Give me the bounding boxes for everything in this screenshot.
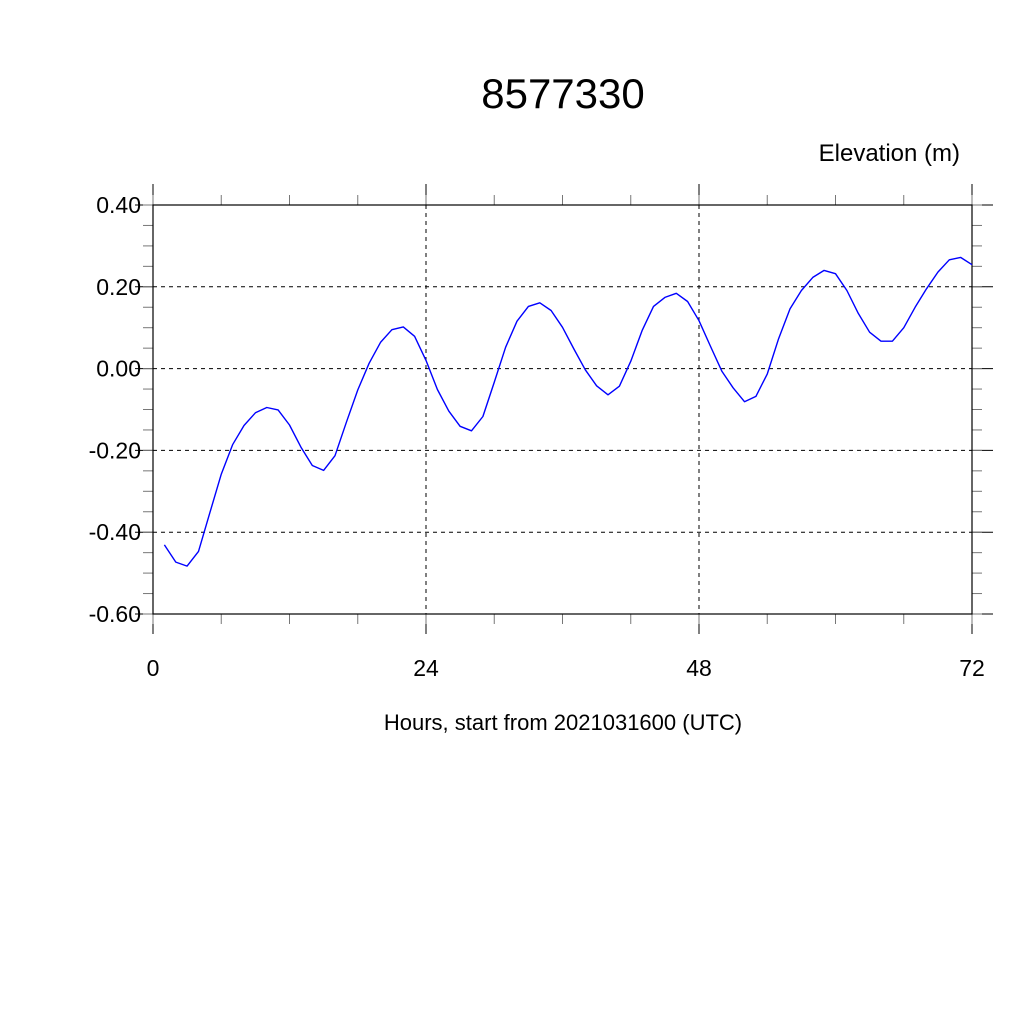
y-tick-labels: -0.60 -0.40 -0.20 0.00 0.20 0.40: [89, 192, 141, 627]
x-axis-label: Hours, start from 2021031600 (UTC): [384, 710, 742, 735]
x-tick-label: 48: [686, 655, 712, 681]
y-tick-label: 0.00: [96, 356, 141, 382]
x-tick-label: 24: [413, 655, 439, 681]
y-axis-label: Elevation (m): [819, 140, 960, 167]
series-group: [164, 257, 972, 566]
x-tick-label: 72: [959, 655, 985, 681]
x-tick-labels: 0 24 48 72: [147, 655, 985, 681]
y-tick-label: 0.20: [96, 274, 141, 300]
chart-title: 8577330: [481, 70, 645, 117]
elevation-series-line: [164, 257, 972, 566]
y-tick-label: -0.60: [89, 601, 141, 627]
y-tick-label: -0.20: [89, 437, 141, 463]
x-tick-label: 0: [147, 655, 160, 681]
y-tick-label: 0.40: [96, 192, 141, 218]
y-tick-label: -0.40: [89, 519, 141, 545]
